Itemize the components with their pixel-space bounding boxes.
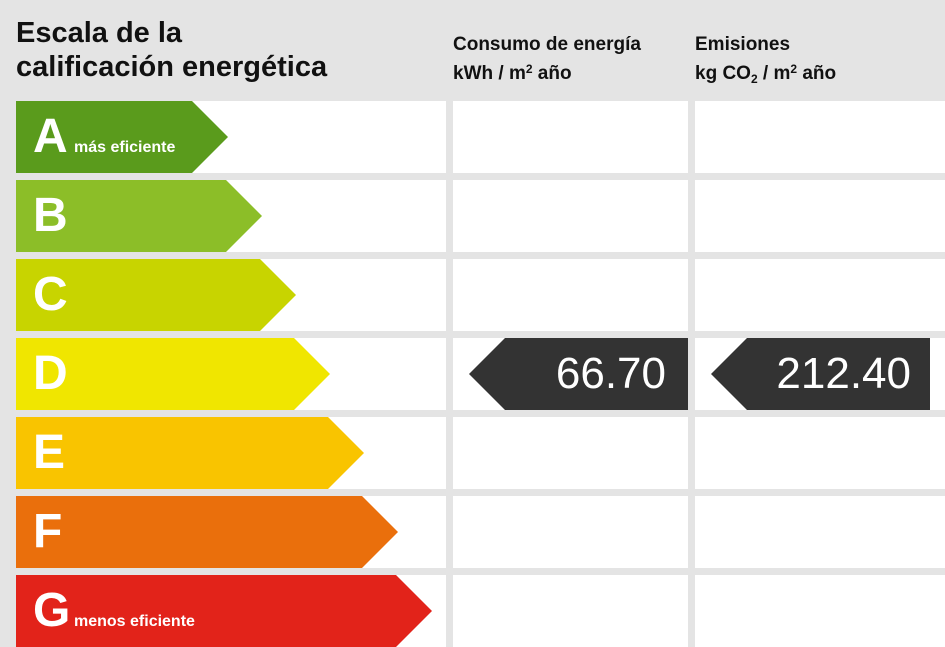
rating-letter: D: [33, 347, 68, 400]
rating-row-d: D 66.70 212.40: [16, 338, 945, 410]
rating-row-c: C: [16, 259, 945, 331]
rating-bar-d: D: [16, 338, 330, 410]
emission-cell: 212.40: [695, 338, 945, 410]
energy-cell: [453, 575, 688, 647]
rating-letter: F: [33, 505, 63, 558]
energy-cell: 66.70: [453, 338, 688, 410]
energy-header-unit: kWh / m2 año: [453, 62, 572, 84]
emission-header-unit: kg CO2 / m2 año: [695, 62, 837, 86]
energy-cell: [453, 496, 688, 568]
energy-cell: [453, 180, 688, 252]
energy-cell: [453, 101, 688, 173]
title-line-1: Escala de la: [16, 17, 183, 49]
energy-cell: [453, 259, 688, 331]
energy-cell: [453, 417, 688, 489]
rating-label-cell: D: [16, 338, 446, 410]
emission-cell: [695, 496, 945, 568]
rating-letter: A: [33, 110, 68, 163]
rating-letter: C: [33, 268, 68, 321]
rating-description: más eficiente: [74, 139, 176, 156]
rating-row-f: F: [16, 496, 945, 568]
emission-cell: [695, 259, 945, 331]
energy-column-header: Consumo de energía kWh / m2 año: [453, 30, 641, 88]
rating-description: menos eficiente: [74, 613, 195, 630]
emission-value-marker: 212.40: [711, 338, 930, 410]
energy-header-label: Consumo de energía: [453, 34, 641, 55]
emission-column-header: Emisiones kg CO2 / m2 año: [695, 30, 836, 88]
rating-label-cell: F: [16, 496, 446, 568]
rating-letter: G: [33, 584, 71, 637]
rating-row-b: B: [16, 180, 945, 252]
rating-letter: B: [33, 189, 68, 242]
rating-label-cell: E: [16, 417, 446, 489]
emission-cell: [695, 101, 945, 173]
emission-cell: [695, 575, 945, 647]
emission-header-label: Emisiones: [695, 34, 791, 55]
rating-label-cell: C: [16, 259, 446, 331]
rating-bar-f: F: [16, 496, 398, 568]
title-line-2: calificación energética: [16, 51, 328, 83]
rating-letter: E: [33, 426, 66, 479]
rating-bar-e: E: [16, 417, 364, 489]
page-title: Escala de la calificación energética: [16, 16, 327, 84]
rating-bar-b: B: [16, 180, 262, 252]
emission-cell: [695, 417, 945, 489]
rating-row-e: E: [16, 417, 945, 489]
rating-label-cell: B: [16, 180, 446, 252]
rating-bar-c: C: [16, 259, 296, 331]
emission-cell: [695, 180, 945, 252]
energy-value-marker: 66.70: [469, 338, 688, 410]
